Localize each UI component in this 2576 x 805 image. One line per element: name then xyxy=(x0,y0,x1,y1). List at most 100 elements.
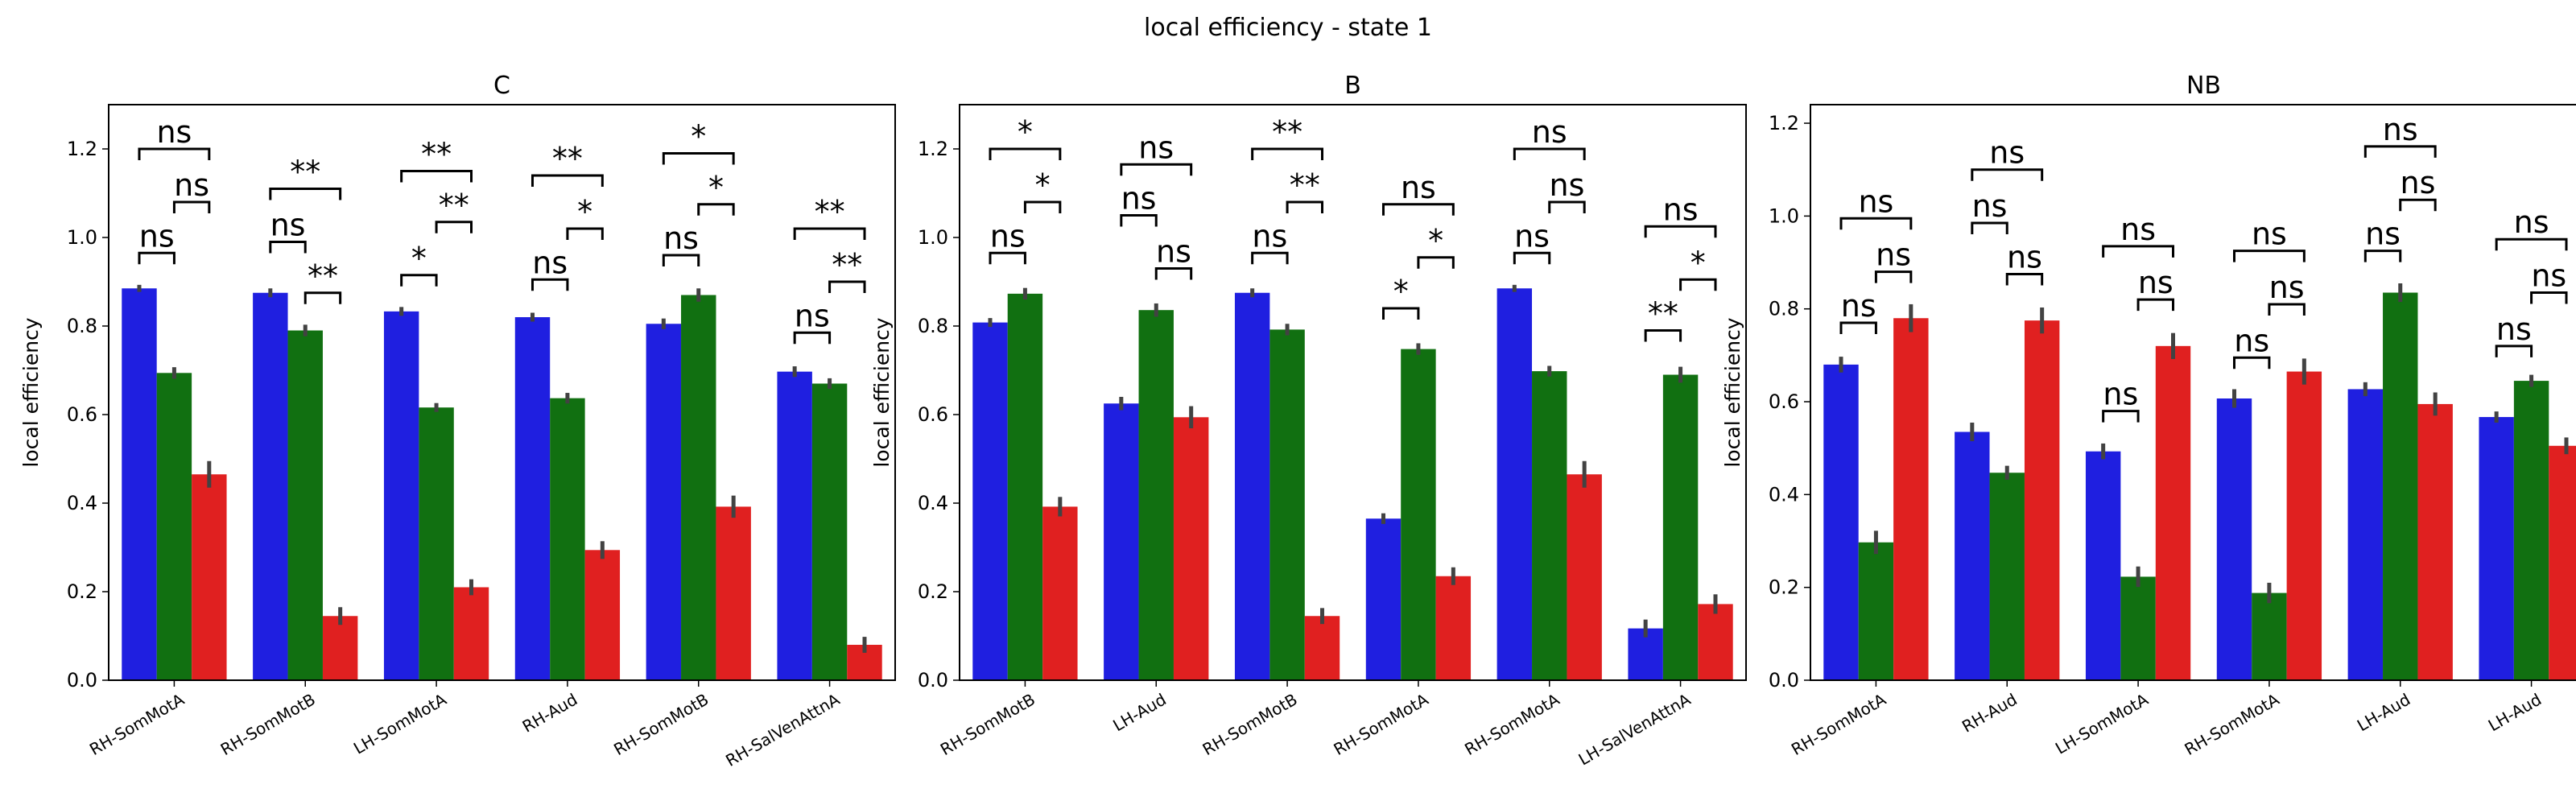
bar xyxy=(550,398,585,680)
bar xyxy=(646,324,682,680)
significance-bracket xyxy=(1644,329,1682,342)
significance-label: ** xyxy=(815,194,845,229)
significance-label: ** xyxy=(832,247,862,283)
significance-label: ns xyxy=(2269,270,2305,305)
bar xyxy=(1104,403,1139,680)
significance-bracket xyxy=(1286,200,1324,213)
significance-bracket xyxy=(989,251,1026,265)
significance-label: ns xyxy=(1989,135,2025,171)
plot-frame xyxy=(959,104,1747,681)
significance-label: ** xyxy=(290,155,320,190)
significance-bracket xyxy=(1023,200,1062,213)
bar xyxy=(1496,288,1533,680)
bar xyxy=(1007,293,1043,680)
bar xyxy=(514,317,551,680)
y-tick-label: 0.4 xyxy=(67,492,97,514)
significance-bracket xyxy=(2268,303,2306,316)
significance-label: ns xyxy=(2120,212,2156,247)
significance-label: ns xyxy=(2252,217,2287,252)
significance-label: * xyxy=(1035,167,1051,203)
significance-bracket xyxy=(2232,356,2271,369)
significance-bracket xyxy=(662,254,700,266)
y-tick-label: 0.6 xyxy=(1769,390,1799,413)
significance-label: * xyxy=(691,119,706,155)
y-tick-label: 0.6 xyxy=(918,403,948,426)
significance-bracket xyxy=(2495,237,2568,251)
bar xyxy=(1269,329,1305,680)
bar xyxy=(1567,474,1602,680)
significance-label: ** xyxy=(1648,296,1678,332)
significance-label: ns xyxy=(1858,184,1893,219)
x-tick-label: RH-SomMotA xyxy=(1788,689,1889,759)
significance-bracket xyxy=(1154,267,1193,280)
bar xyxy=(2024,320,2060,680)
significance-bracket xyxy=(530,174,604,187)
significance-bracket xyxy=(1644,225,1717,238)
significance-bracket xyxy=(1548,200,1586,213)
significance-bracket xyxy=(989,147,1062,160)
significance-label: ns xyxy=(2496,312,2532,347)
x-tick-label: RH-SomMotA xyxy=(1461,689,1563,759)
bar xyxy=(1698,604,1733,680)
significance-label: ** xyxy=(421,137,452,172)
y-tick-label: 0.4 xyxy=(1769,483,1799,506)
significance-bracket xyxy=(793,331,832,345)
significance-bracket xyxy=(2005,272,2044,286)
x-tick-label: LH-SomMotA xyxy=(350,689,450,758)
bar xyxy=(2383,292,2418,680)
significance-bracket xyxy=(1251,251,1289,265)
significance-bracket xyxy=(2102,410,2140,423)
significance-label: ns xyxy=(1876,237,1911,273)
significance-bracket xyxy=(269,188,342,200)
significance-label: ** xyxy=(1272,114,1302,150)
significance-label: ns xyxy=(2103,377,2138,412)
bar xyxy=(1234,292,1270,680)
significance-label: ns xyxy=(139,218,175,254)
x-tick-label: RH-SomMotA xyxy=(1330,689,1431,759)
x-tick-label: LH-SalVenAttnA xyxy=(1575,689,1695,769)
y-tick-label: 1.2 xyxy=(67,138,97,160)
significance-bracket xyxy=(269,241,307,254)
bar xyxy=(2479,417,2514,680)
bar xyxy=(1042,506,1078,680)
significance-bracket xyxy=(1874,270,1913,283)
y-tick-label: 0.2 xyxy=(918,580,948,603)
y-axis-label: local efficiency xyxy=(1721,317,1744,467)
bar xyxy=(2417,403,2453,680)
significance-bracket xyxy=(1251,147,1324,160)
y-tick-label: 0.2 xyxy=(67,580,97,603)
significance-bracket xyxy=(697,203,735,216)
y-tick-label: 0.0 xyxy=(1769,669,1799,691)
significance-label: ns xyxy=(1138,130,1174,165)
significance-label: ** xyxy=(1290,167,1320,203)
x-tick-label: LH-Aud xyxy=(2354,690,2413,736)
bar xyxy=(156,373,192,680)
significance-label: ns xyxy=(2365,217,2401,252)
significance-label: * xyxy=(411,241,427,276)
significance-bracket xyxy=(303,291,342,304)
panel-title: NB xyxy=(2186,72,2221,100)
bar xyxy=(1138,310,1174,680)
y-tick-label: 0.6 xyxy=(67,403,97,426)
x-tick-label: LH-Aud xyxy=(1109,690,1169,736)
bar xyxy=(1173,417,1209,680)
significance-label: ns xyxy=(532,245,568,280)
significance-bracket xyxy=(1679,278,1717,291)
significance-label: ** xyxy=(439,188,469,223)
significance-label: * xyxy=(1393,274,1409,309)
bar xyxy=(777,371,812,680)
bar xyxy=(2155,345,2191,680)
significance-bracket xyxy=(2363,250,2402,262)
bar xyxy=(287,330,323,680)
y-tick-label: 0.0 xyxy=(67,669,97,691)
significance-bracket xyxy=(1513,251,1551,265)
significance-label: ns xyxy=(1252,218,1287,254)
bar xyxy=(253,292,288,680)
significance-bracket xyxy=(1120,163,1193,176)
bar xyxy=(2216,398,2252,680)
significance-bracket xyxy=(566,227,604,240)
significance-label: ns xyxy=(1550,167,1585,203)
x-tick-label: LH-SomMotA xyxy=(2052,689,2152,758)
significance-label: ns xyxy=(2531,258,2566,294)
